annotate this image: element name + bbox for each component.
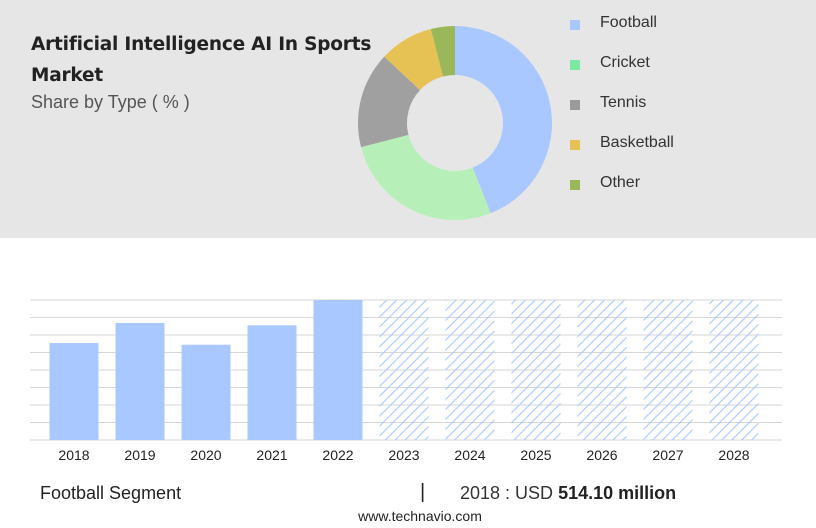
- footer-separator: |: [420, 481, 426, 503]
- x-tick-label: 2024: [454, 447, 485, 463]
- source-link[interactable]: www.technavio.com: [358, 508, 482, 524]
- bar-2022: [313, 300, 363, 440]
- x-tick-label: 2025: [520, 447, 551, 463]
- donut-slice-football: [455, 26, 552, 214]
- donut-chart: [358, 26, 552, 220]
- x-tick-label: 2022: [322, 447, 353, 463]
- legend-swatch: [570, 100, 580, 110]
- bar-2019: [115, 323, 165, 440]
- legend-label: Football: [600, 14, 657, 31]
- bar-2020: [181, 344, 231, 440]
- donut-slice-cricket: [361, 134, 491, 220]
- value-prefix: 2018 : USD: [460, 483, 554, 503]
- bar-2025: [511, 300, 561, 440]
- chart-title: Artificial Intelligence AI In Sports Mar…: [31, 34, 372, 86]
- x-tick-label: 2027: [652, 447, 683, 463]
- bar-2028: [709, 300, 759, 440]
- legend-swatch: [570, 20, 580, 30]
- donut-slice-basketball: [384, 29, 444, 91]
- bar-2023: [379, 300, 429, 440]
- x-tick-label: 2023: [388, 447, 419, 463]
- legend-label: Cricket: [600, 54, 650, 71]
- donut-slice-tennis: [358, 56, 421, 148]
- value-amount: 514.10 million: [558, 483, 677, 503]
- legend-swatch: [570, 180, 580, 190]
- bar-2024: [445, 300, 495, 440]
- chart-subtitle: Share by Type ( % ): [31, 92, 190, 112]
- x-tick-label: 2021: [256, 447, 287, 463]
- legend-label: Other: [600, 174, 641, 191]
- x-tick-label: 2020: [190, 447, 221, 463]
- x-tick-label: 2028: [718, 447, 749, 463]
- x-tick-label: 2019: [124, 447, 155, 463]
- bar-2026: [577, 300, 627, 440]
- bar-2027: [643, 300, 693, 440]
- segment-value: 2018 : USD 514.10 million: [460, 483, 676, 504]
- legend-label: Tennis: [600, 94, 647, 111]
- bar-2018: [49, 343, 99, 440]
- x-tick-label: 2018: [58, 447, 89, 463]
- legend-swatch: [570, 140, 580, 150]
- donut-slice-other: [430, 26, 455, 77]
- segment-label: Football Segment: [40, 483, 182, 503]
- bar-chart: 2018 2019 2020 2021 2022 2023 2024 2025 2026 2027…: [30, 299, 782, 463]
- bar-2021: [247, 325, 297, 440]
- x-tick-label: 2026: [586, 447, 617, 463]
- legend-label: Basketball: [600, 134, 674, 151]
- legend-swatch: [570, 60, 580, 70]
